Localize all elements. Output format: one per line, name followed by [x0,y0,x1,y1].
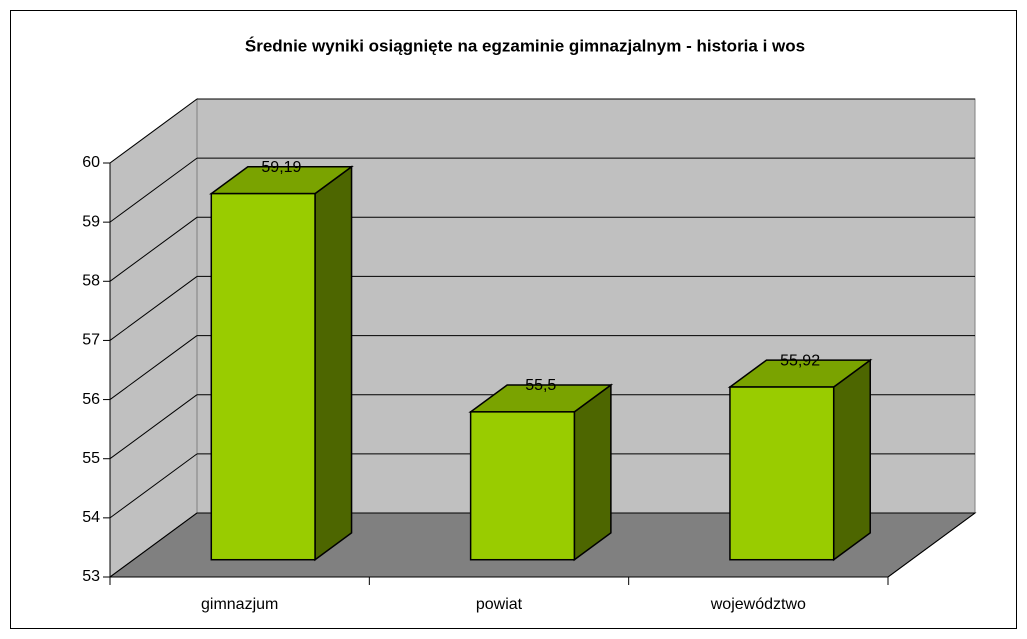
y-tick-label: 60 [82,154,100,171]
grid-line [109,394,198,460]
y-tick-label: 57 [82,332,100,349]
bar [210,192,316,561]
x-tick-label: gimnazjum [201,596,278,613]
grid-line [109,453,198,519]
bar [469,411,576,561]
grid-line [109,157,198,223]
bar-side [573,383,612,562]
data-label: 55,5 [525,377,556,394]
y-tick-label: 59 [82,213,100,230]
grid-line [109,335,198,400]
x-tick-label: województwo [710,596,806,613]
side-wall [109,98,198,578]
y-tick-label: 56 [82,391,100,408]
grid-line [109,276,198,341]
y-tick-label: 55 [82,450,100,467]
grid-line [109,216,198,282]
bar-side [832,358,871,562]
bar-side [314,165,353,562]
bar [729,386,835,561]
y-tick-label: 58 [82,273,100,290]
grid-line [109,512,198,578]
chart-title: Średnie wyniki osiągnięte na egzaminie g… [245,36,805,55]
x-tick-label: powiat [476,596,523,613]
data-label: 55,92 [780,352,820,369]
grid-line [109,98,198,164]
y-tick-label: 54 [82,509,100,526]
floor-edge [887,512,976,578]
data-label: 59,19 [261,159,301,176]
y-tick-label: 53 [82,568,100,585]
